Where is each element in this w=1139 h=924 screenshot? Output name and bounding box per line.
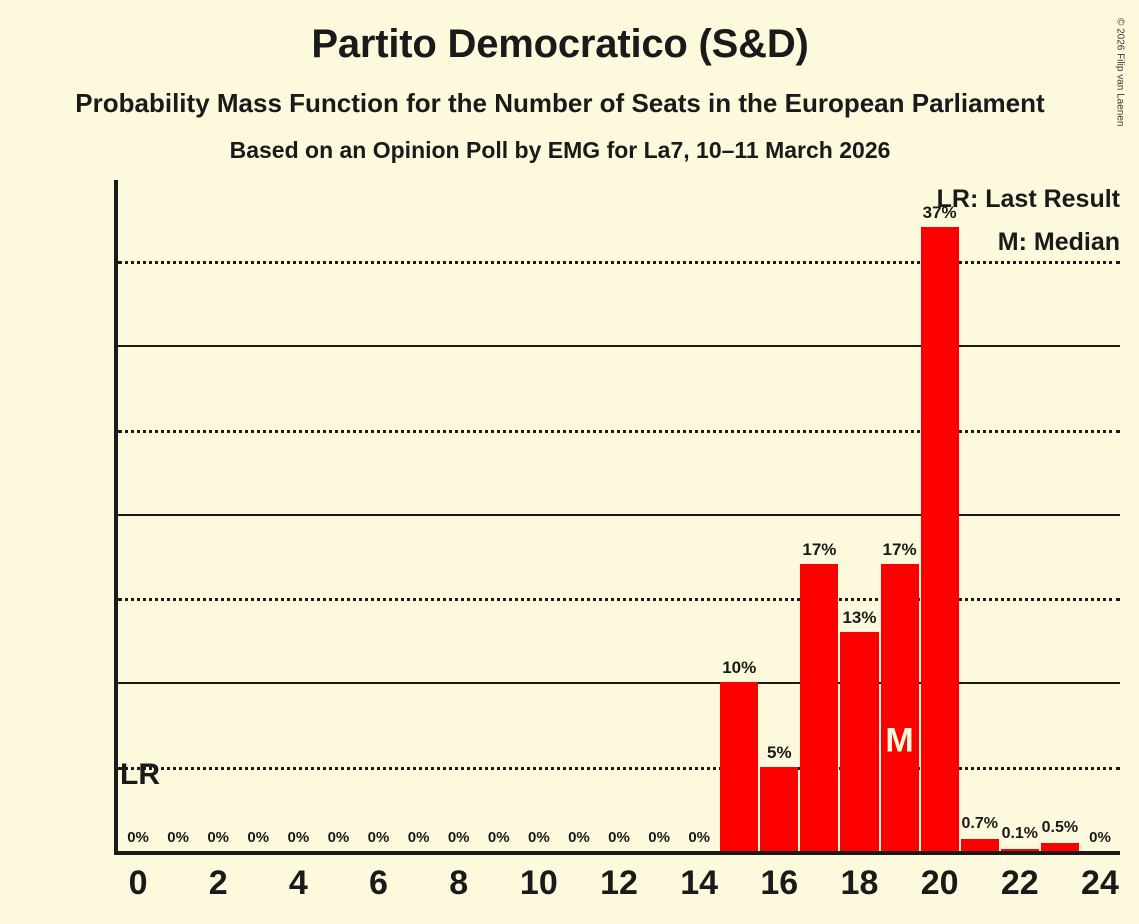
bar-seat-17[interactable] xyxy=(800,564,839,851)
bar-value-seat-22: 0.1% xyxy=(1001,825,1039,843)
gridline-solid-10 xyxy=(118,682,1120,685)
gridline-dotted-5 xyxy=(118,766,1120,770)
gridline-dotted-35 xyxy=(118,260,1120,264)
bar-seat-21[interactable] xyxy=(960,839,999,851)
bar-value-seat-3: 0% xyxy=(247,829,270,846)
bar-value-seat-7: 0% xyxy=(407,829,430,846)
bar-value-seat-17: 17% xyxy=(802,540,837,560)
bar-value-seat-20: 37% xyxy=(922,203,957,223)
bar-value-seat-24: 0% xyxy=(1089,829,1111,846)
bar-value-seat-4: 0% xyxy=(287,829,310,846)
x-axis-line xyxy=(114,851,1120,855)
chart-source-line: Based on an Opinion Poll by EMG for La7,… xyxy=(229,137,891,163)
bar-value-seat-23: 0.5% xyxy=(1041,818,1079,836)
bar-value-seat-16: 5% xyxy=(767,742,792,762)
x-tick-label-0: 0 xyxy=(128,864,148,902)
bar-seat-15[interactable] xyxy=(720,682,759,851)
copyright-notice: © 2026 Filip van Laenen xyxy=(1114,17,1126,127)
chart-subtitle: Probability Mass Function for the Number… xyxy=(75,88,1045,118)
bar-seat-18[interactable] xyxy=(840,631,879,851)
bar-value-seat-10: 0% xyxy=(527,829,550,846)
bar-value-seat-6: 0% xyxy=(367,829,390,846)
gridline-dotted-15 xyxy=(118,598,1120,602)
gridline-solid-20 xyxy=(118,513,1120,516)
plot-area: 10%20%30% 0%0%0%0%0%0%0%0%0%0%0%0%0%0%0%… xyxy=(114,180,1120,902)
median-marker: M xyxy=(885,721,914,760)
x-tick-label-16: 16 xyxy=(760,864,799,902)
x-tick-label-6: 6 xyxy=(369,864,388,902)
bar-value-seat-2: 0% xyxy=(207,829,230,846)
gridline-solid-30 xyxy=(118,345,1120,348)
y-axis-line xyxy=(114,180,118,855)
bar-value-seat-9: 0% xyxy=(487,829,510,846)
x-tick-label-4: 4 xyxy=(288,864,308,902)
x-tick-label-2: 2 xyxy=(208,864,228,902)
last-result-marker: LR xyxy=(120,757,160,791)
bar-value-seat-14: 0% xyxy=(688,829,710,846)
x-tick-label-18: 18 xyxy=(840,864,879,902)
bar-value-seat-19: 17% xyxy=(882,540,917,560)
page-title: Partito Democratico (S&D) xyxy=(311,22,809,66)
x-tick-label-12: 12 xyxy=(600,864,638,902)
x-tick-label-22: 22 xyxy=(1000,864,1039,902)
x-tick-label-10: 10 xyxy=(519,864,558,902)
bar-seat-22[interactable] xyxy=(1000,849,1039,851)
x-tick-label-24: 24 xyxy=(1081,864,1119,902)
bar-value-seat-18: 13% xyxy=(842,607,877,627)
bar-value-seat-13: 0% xyxy=(648,829,670,846)
x-tick-label-8: 8 xyxy=(449,864,469,902)
bar-seat-16[interactable] xyxy=(760,766,799,851)
bar-value-seat-0: 0% xyxy=(127,829,149,846)
bar-seat-20[interactable] xyxy=(920,227,959,851)
gridline-dotted-25 xyxy=(118,429,1120,433)
bar-value-seat-15: 10% xyxy=(722,658,757,678)
bar-seat-19[interactable] xyxy=(880,564,919,851)
legend-last-result: LR: Last Result xyxy=(936,185,1120,213)
bar-value-seat-12: 0% xyxy=(608,829,630,846)
x-tick-label-20: 20 xyxy=(920,864,959,902)
bar-value-seat-5: 0% xyxy=(327,829,350,846)
bar-value-seat-8: 0% xyxy=(447,829,470,846)
x-tick-label-14: 14 xyxy=(680,864,719,902)
bar-value-seat-1: 0% xyxy=(167,829,189,846)
bar-seat-23[interactable] xyxy=(1040,842,1079,851)
bar-value-seat-11: 0% xyxy=(568,829,590,846)
legend-median: M: Median xyxy=(997,228,1120,256)
bar-value-seat-21: 0.7% xyxy=(961,815,998,833)
